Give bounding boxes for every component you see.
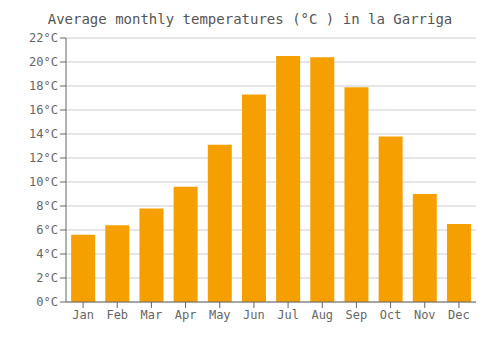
- svg-text:8°C: 8°C: [36, 199, 58, 213]
- svg-text:May: May: [209, 308, 231, 322]
- svg-text:22°C: 22°C: [29, 31, 58, 45]
- svg-text:Apr: Apr: [175, 308, 197, 322]
- svg-text:Nov: Nov: [414, 308, 436, 322]
- html-text:Average monthly temperatures (: Average monthly temperatures (°C ) in la…: [47, 11, 453, 27]
- svg-text:Aug: Aug: [311, 308, 333, 322]
- svg-text:0°C: 0°C: [36, 295, 58, 309]
- svg-text:14°C: 14°C: [29, 127, 58, 141]
- svg-text:6°C: 6°C: [36, 223, 58, 237]
- svg-text:Feb: Feb: [106, 308, 128, 322]
- svg-text:16°C: 16°C: [29, 103, 58, 117]
- svg-text:Jan: Jan: [72, 308, 94, 322]
- svg-text:12°C: 12°C: [29, 151, 58, 165]
- svg-text:4°C: 4°C: [36, 247, 58, 261]
- svg-text:Sep: Sep: [346, 308, 368, 322]
- svg-text:2°C: 2°C: [36, 271, 58, 285]
- svg-text:Jun: Jun: [243, 308, 265, 322]
- svg-text:Dec: Dec: [448, 308, 470, 322]
- svg-text:Mar: Mar: [141, 308, 163, 322]
- svg-text:18°C: 18°C: [29, 79, 58, 93]
- svg-text:10°C: 10°C: [29, 175, 58, 189]
- svg-text:Oct: Oct: [380, 308, 402, 322]
- svg-text:Jul: Jul: [277, 308, 299, 322]
- svg-text:20°C: 20°C: [29, 55, 58, 69]
